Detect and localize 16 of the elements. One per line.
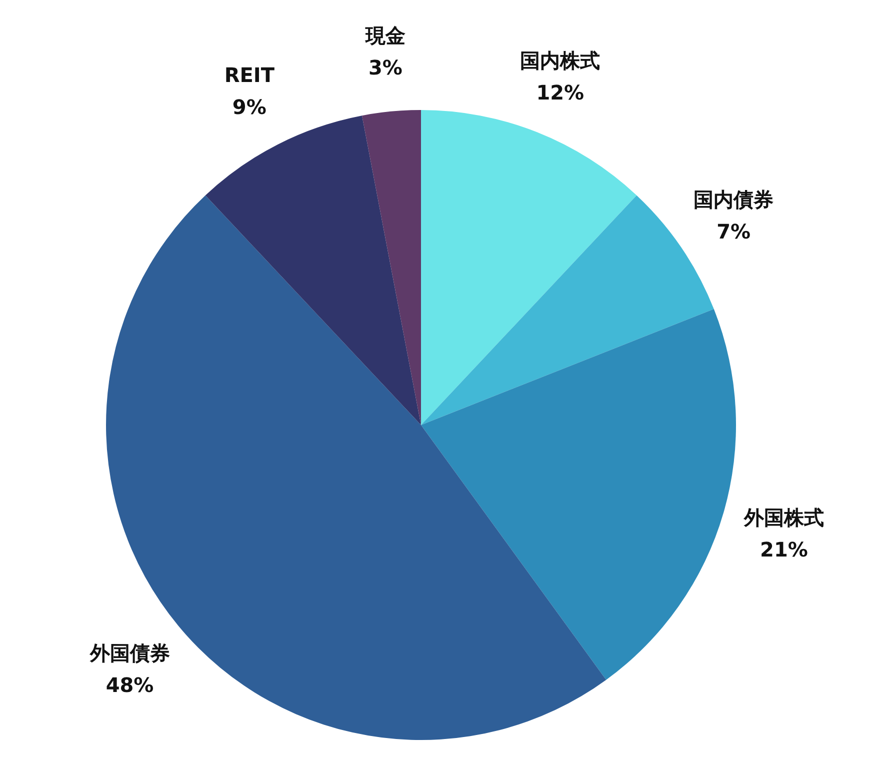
slice-label: 外国株式 [742, 505, 824, 530]
pie-slice [421, 309, 736, 680]
data-label: 21% [760, 537, 808, 562]
slice-label: 外国債券 [88, 640, 170, 665]
slice-label: 国内債券 [694, 188, 774, 212]
slice-label: 国内株式 [520, 48, 600, 73]
slice-label: 現金 [364, 24, 406, 48]
pie-slice [362, 110, 421, 425]
pie-slice [421, 110, 637, 425]
slice-label: REIT [224, 63, 275, 88]
data-label: 12% [536, 80, 584, 105]
data-label: 9% [232, 95, 266, 120]
data-label: 7% [716, 220, 751, 244]
data-label: 3% [368, 56, 402, 80]
pie-slice [205, 116, 421, 425]
data-label: 48% [106, 672, 154, 697]
